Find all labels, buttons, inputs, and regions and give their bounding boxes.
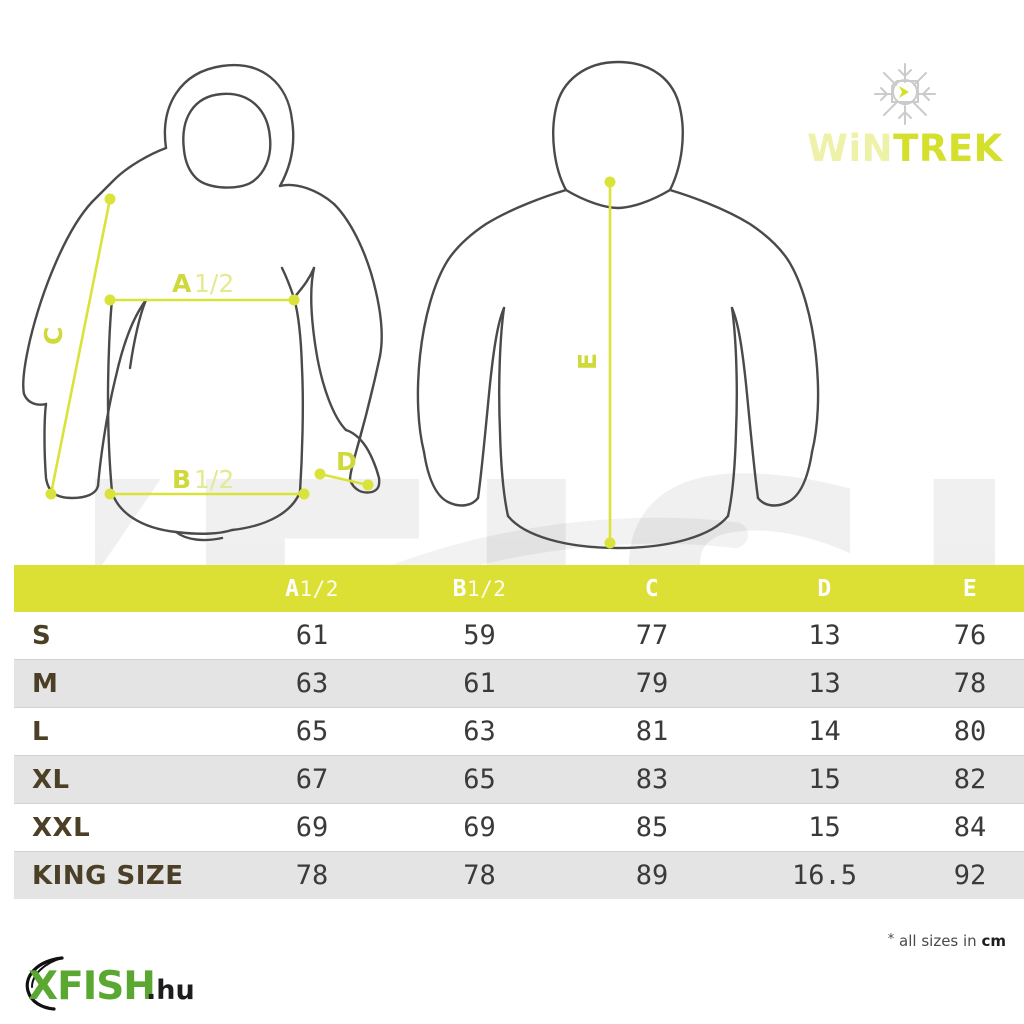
size-table-head: A1/2 B1/2 C D E [14, 565, 1024, 612]
size-table-container: A1/2 B1/2 C D E S 61 59 77 13 76 M [14, 565, 1024, 899]
cell-size: KING SIZE [32, 860, 184, 891]
col-header-b-main: B [452, 575, 467, 602]
cell-c: 79 [635, 668, 669, 699]
brand-name-part2: TREK [893, 127, 1003, 170]
measure-line-a [104, 294, 300, 306]
cell-e: 78 [953, 668, 987, 699]
jacket-diagrams: A 1/2 B 1/2 C D E [22, 60, 820, 550]
cell-a: 78 [295, 860, 329, 891]
cell-c: 81 [635, 716, 669, 747]
snowflake-icon [874, 63, 936, 125]
table-row: XL 67 65 83 15 82 [14, 755, 1024, 804]
cell-d: 15 [808, 812, 841, 843]
cell-b: 61 [463, 668, 496, 699]
col-header-b-frac: 1/2 [466, 576, 507, 601]
table-row: KING SIZE 78 78 89 16.5 92 [14, 851, 1024, 899]
svg-text:.hu: .hu [146, 975, 195, 1006]
cell-e: 84 [953, 812, 987, 843]
measure-line-b [104, 488, 310, 500]
col-header-a-frac: 1/2 [299, 576, 339, 601]
cell-b: 78 [463, 860, 496, 891]
cell-c: 89 [635, 860, 669, 891]
cell-d: 13 [808, 668, 841, 699]
col-header-c: C [567, 565, 737, 612]
cell-e: 80 [953, 716, 987, 747]
table-row: XXL 69 69 85 15 84 [14, 803, 1024, 852]
cell-e: 92 [953, 860, 987, 891]
cell-a: 63 [295, 668, 329, 699]
cell-d: 14 [808, 716, 841, 747]
table-row: L 65 63 81 14 80 [14, 707, 1024, 756]
cell-b: 63 [463, 716, 496, 747]
measure-label-d: D [336, 447, 357, 476]
size-table: A1/2 B1/2 C D E S 61 59 77 13 76 M [14, 565, 1024, 899]
col-header-e: E [912, 565, 1024, 612]
measure-label-c: C [39, 327, 68, 345]
col-header-a: A1/2 [232, 565, 392, 612]
cell-a: 69 [295, 812, 329, 843]
brand-name-part1: WiN [807, 127, 894, 170]
cell-b: 69 [463, 812, 496, 843]
cell-b: 65 [463, 764, 496, 795]
measure-label-b-frac: 1/2 [194, 465, 234, 494]
wintrek-logo: WiNTREK [800, 62, 1010, 182]
measure-label-e: E [573, 353, 602, 370]
col-header-e-main: E [962, 575, 978, 602]
jacket-back-outline [416, 60, 820, 550]
cell-c: 85 [635, 812, 669, 843]
footnote-unit: cm [981, 932, 1006, 950]
table-row: M 63 61 79 13 78 [14, 659, 1024, 708]
cell-size: L [32, 716, 50, 747]
col-header-size [14, 565, 232, 612]
units-footnote: * all sizes in cm [888, 932, 1006, 950]
col-header-d-main: D [817, 575, 832, 602]
svg-text:XFISH: XFISH [28, 964, 155, 1009]
cell-d: 15 [808, 764, 841, 795]
cell-c: 83 [635, 764, 669, 795]
cell-size: S [32, 620, 52, 651]
cell-d: 16.5 [791, 860, 858, 891]
table-header-row: A1/2 B1/2 C D E [14, 565, 1024, 612]
cell-size: M [32, 668, 59, 699]
cell-size: XXL [32, 812, 91, 843]
measure-line-e [604, 176, 616, 549]
col-header-a-main: A [285, 575, 300, 602]
measure-line-d [314, 468, 374, 491]
col-header-b: B1/2 [392, 565, 567, 612]
cell-d: 13 [808, 620, 841, 651]
cell-e: 76 [953, 620, 987, 651]
cell-a: 65 [295, 716, 329, 747]
footnote-text: all sizes in [899, 932, 977, 950]
size-table-body: S 61 59 77 13 76 M 63 61 79 13 78 L [14, 612, 1024, 899]
xfish-logo[interactable]: XFISH .hu [18, 955, 208, 1011]
footnote-asterisk: * [887, 932, 895, 947]
measure-label-a: A [172, 269, 192, 298]
cell-a: 67 [295, 764, 329, 795]
cell-a: 61 [295, 620, 329, 651]
table-row: S 61 59 77 13 76 [14, 612, 1024, 660]
cell-b: 59 [463, 620, 496, 651]
cell-c: 77 [635, 620, 669, 651]
measure-line-c [45, 193, 116, 500]
cell-e: 82 [953, 764, 987, 795]
measure-label-b: B [172, 465, 191, 494]
col-header-c-main: C [644, 575, 660, 602]
col-header-d: D [737, 565, 912, 612]
cell-size: XL [32, 764, 70, 795]
wintrek-wordmark: WiNTREK [800, 130, 1010, 167]
measure-label-a-frac: 1/2 [194, 269, 234, 298]
